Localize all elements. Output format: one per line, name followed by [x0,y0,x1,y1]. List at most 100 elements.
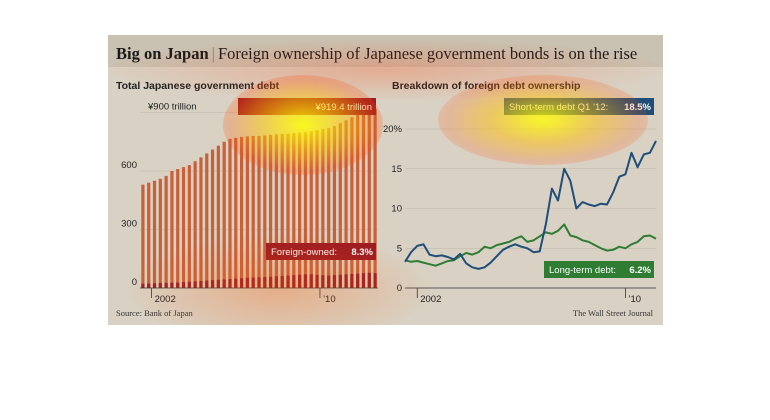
total-debt-bar [286,133,290,288]
left-x-tick-label: 2002 [155,294,176,305]
foreign-callout-label: Foreign-owned: [271,247,337,258]
total-debt-bar [228,138,232,288]
total-debt-bar [315,130,319,288]
foreign-owned-bar [147,283,151,288]
right-y-tick-label: 5 [397,243,402,254]
total-debt-bar [216,145,220,288]
short-term-callout-value: 18.5% [624,102,651,113]
headline: Big on Japan | Foreign ownership of Japane… [116,44,637,64]
total-debt-bar [344,120,348,288]
foreign-owned-bar [298,274,302,288]
foreign-owned-bar [361,273,366,288]
total-debt-bar [251,135,255,288]
total-debt-bar [234,137,238,288]
foreign-owned-bar [222,279,226,288]
foreign-owned-bar [280,275,284,288]
foreign-callout-value: 8.3% [351,247,373,258]
foreign-owned-bar [181,282,186,288]
foreign-owned-bar [205,280,209,288]
foreign-owned-bar [141,283,145,288]
charts-svg: 0 300 600 ¥900 trillion 2002 ’10 ¥919.4 trilli… [121,98,657,305]
foreign-callout-box [266,243,376,260]
foreign-owned-bar [292,275,296,288]
total-debt-bar [141,184,145,288]
foreign-owned-bar [187,281,191,288]
total-debt-bar [245,136,249,288]
headline-separator: | [211,44,215,63]
total-debt-bar [239,136,244,288]
long-term-callout-box [544,261,654,278]
total-debt-bar [303,132,308,288]
total-debt-bar [350,117,354,288]
right-y-tick-label: 0 [397,283,402,294]
foreign-owned-bar [367,272,371,288]
foreign-owned-bar [332,275,337,288]
right-x-tick-label: ’10 [628,294,641,305]
total-debt-bar [269,134,273,288]
foreign-owned-bar [239,278,244,288]
total-debt-bar [176,169,180,288]
foreign-owned-bar [344,274,348,288]
total-debt-bar [147,182,151,288]
foreign-owned-bar [199,280,203,288]
total-debt-bar [309,131,313,288]
left-y-tick-label: ¥900 trillion [147,102,197,113]
foreign-owned-bar [234,278,238,288]
total-debt-bar [222,141,226,288]
foreign-owned-bar [228,279,232,288]
total-debt-bar [292,132,296,288]
total-debt-bar [367,109,371,288]
foreign-owned-bar [309,274,313,288]
headline-bar: Big on Japan | Foreign ownership of Japane… [108,35,663,67]
total-debt-bar [338,123,342,288]
foreign-owned-bar [356,273,360,288]
short-term-callout-label: Short-term debt Q1 ’12: [509,102,608,113]
foreign-owned-bar [158,283,162,288]
foreign-owned-bar [210,280,215,288]
foreign-owned-bar [303,274,308,288]
long-term-callout-value: 6.2% [629,265,651,276]
total-debt-bar [332,126,337,289]
total-debt-bar [321,129,325,288]
total-debt-bar [263,135,267,288]
total-debt-bar [187,165,191,288]
chart-figure: Big on Japan | Foreign ownership of Japane… [108,35,663,325]
foreign-owned-bar [251,277,255,288]
foreign-owned-bar [321,275,325,288]
right-x-tick-label: 2002 [420,294,441,305]
headline-text: Foreign ownership of Japanese government… [217,44,638,63]
total-debt-bar [210,149,215,288]
foreign-owned-bar [164,282,168,288]
total-debt-bar [205,153,209,288]
foreign-owned-bar [216,279,220,288]
left-y-tick-label: 600 [121,160,137,171]
left-y-tick-label: 300 [121,219,137,230]
total-debt-bar [181,167,186,288]
total-callout-label: ¥919.4 trillion [314,102,372,113]
foreign-owned-bar [286,275,290,288]
foreign-owned-bar [315,274,319,288]
total-debt-bar [257,135,261,288]
total-debt-bar [298,132,302,288]
total-debt-bar [361,111,366,289]
total-debt-bar [170,171,174,288]
foreign-owned-bar [257,277,261,288]
total-debt-bar [164,175,168,288]
total-debt-bar [280,133,284,288]
total-debt-bar [274,134,279,288]
foreign-owned-bar [193,281,197,288]
total-debt-bar [152,180,157,288]
short-term-debt-line [404,140,657,270]
foreign-owned-bar [327,275,331,288]
total-debt-bar [199,157,203,288]
right-y-tick-label: 20% [383,124,403,135]
foreign-owned-bar [269,276,273,288]
source-note: Source: Bank of Japan [116,308,193,318]
long-term-callout-label: Long-term debt: [549,265,616,276]
foreign-owned-bar [338,274,342,288]
foreign-owned-bar [152,283,157,288]
foreign-owned-bar [263,276,267,288]
total-debt-bar [356,114,360,288]
long-term-debt-line [404,223,657,267]
foreign-owned-bar [350,273,354,288]
